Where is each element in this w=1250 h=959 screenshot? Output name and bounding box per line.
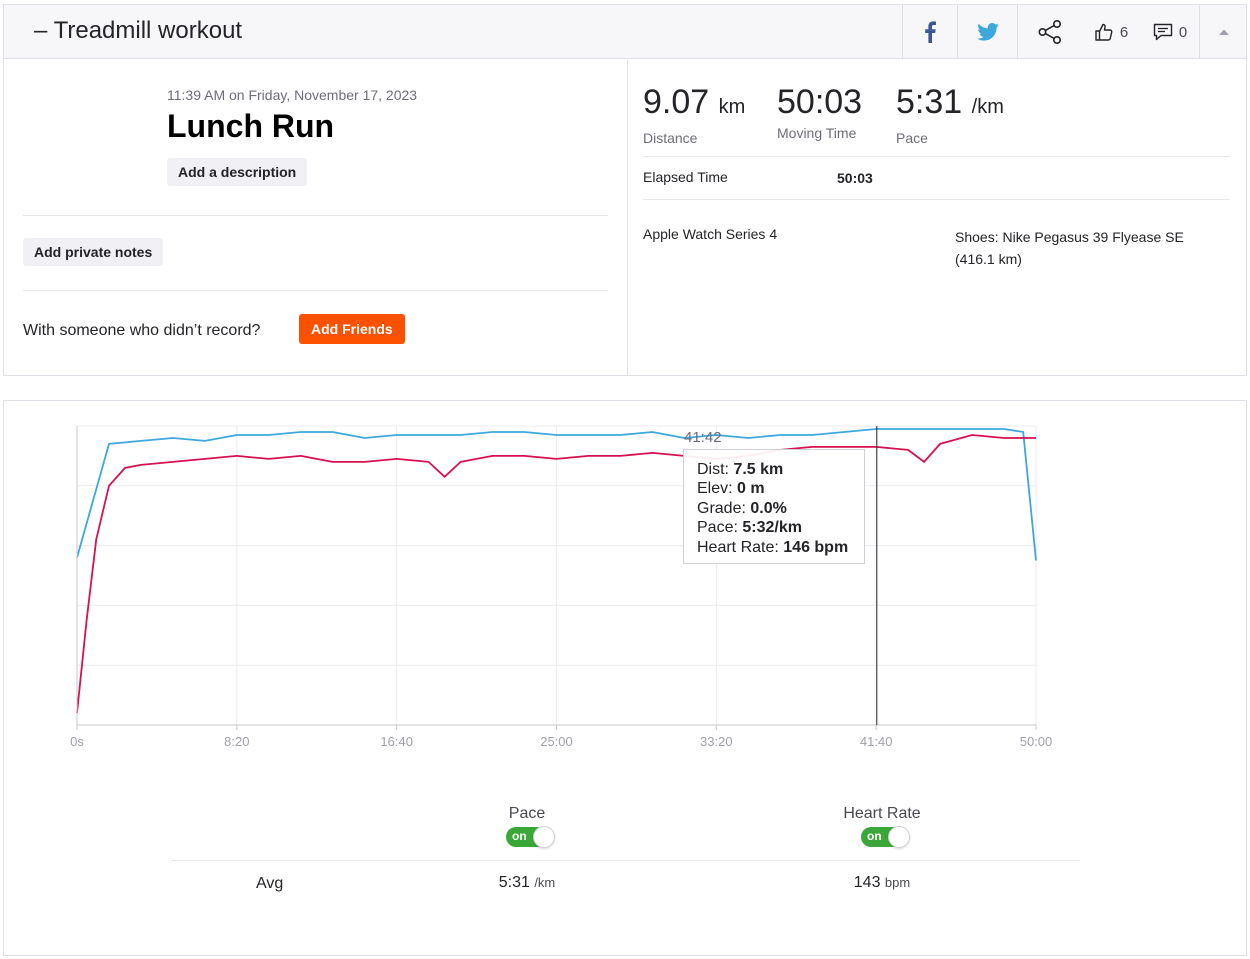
chart-axis: 0s 8:20 16:40 25:00 33:20 41:40 50:00 bbox=[70, 426, 1052, 749]
comments-count: 0 bbox=[1178, 23, 1188, 41]
pace-value: 5:31 bbox=[896, 83, 963, 121]
tooltip-elev: Elev: 0 m bbox=[697, 480, 765, 498]
pace-unit: /km bbox=[971, 96, 1004, 118]
comment-icon bbox=[1153, 23, 1173, 41]
tooltip-grade: Grade: 0.0% bbox=[697, 499, 787, 517]
avg-label: Avg bbox=[256, 875, 284, 892]
divider bbox=[172, 860, 1080, 861]
activity-header: – Treadmill workout 6 bbox=[4, 5, 1246, 59]
x-tick-label: 50:00 bbox=[1020, 734, 1053, 749]
divider bbox=[643, 199, 1230, 200]
avg-pace-value: 5:31 bbox=[498, 874, 530, 891]
kudos-button[interactable]: 6 bbox=[1081, 5, 1141, 59]
x-tick-label: 16:40 bbox=[380, 734, 413, 749]
moving-time-label: Moving Time bbox=[777, 125, 857, 141]
add-description-button[interactable]: Add a description bbox=[167, 158, 308, 186]
add-friends-button[interactable]: Add Friends bbox=[299, 314, 405, 344]
elapsed-time-value: 50:03 bbox=[837, 170, 873, 186]
facebook-share-button[interactable] bbox=[902, 5, 957, 59]
distance-unit: km bbox=[718, 96, 746, 118]
x-tick-label: 41:40 bbox=[860, 734, 893, 749]
x-tick-label: 25:00 bbox=[540, 734, 573, 749]
chart-tooltip: Dist: 7.5 km Elev: 0 m Grade: 0.0% Pace:… bbox=[683, 449, 865, 564]
pace-heart-rate-chart[interactable]: 0s 8:20 16:40 25:00 33:20 41:40 50:00 bbox=[4, 401, 1246, 955]
workout-title: – Treadmill workout bbox=[34, 17, 243, 44]
distance-stat: 9.07 km Distance bbox=[643, 82, 745, 146]
caret-up-icon bbox=[1218, 29, 1229, 35]
x-tick-label: 0s bbox=[70, 734, 84, 749]
activity-summary: 11:39 AM on Friday, November 17, 2023 Lu… bbox=[4, 60, 628, 376]
pace-series-line bbox=[76, 428, 1037, 561]
x-tick-label: 33:20 bbox=[700, 734, 733, 749]
collapse-button[interactable] bbox=[1199, 5, 1247, 59]
avg-pace-unit: /km bbox=[534, 875, 556, 890]
share-icon bbox=[1037, 19, 1061, 44]
facebook-icon bbox=[925, 21, 936, 43]
share-button[interactable] bbox=[1017, 5, 1081, 59]
analysis-chart-card: 0s 8:20 16:40 25:00 33:20 41:40 50:00 41:42 Di… bbox=[3, 400, 1247, 956]
comments-button[interactable]: 0 bbox=[1141, 5, 1199, 59]
activity-stats: 9.07 km Distance 50:03 Moving Time 5:31 … bbox=[629, 60, 1247, 376]
with-someone-text: With someone who didn’t record? bbox=[23, 322, 261, 339]
toggle-knob bbox=[533, 826, 555, 848]
divider bbox=[23, 215, 608, 216]
activity-datetime: 11:39 AM on Friday, November 17, 2023 bbox=[167, 87, 418, 103]
heart-rate-series-line bbox=[76, 434, 1036, 714]
avg-heart-rate-unit: bpm bbox=[884, 875, 911, 890]
toggle-knob bbox=[888, 826, 910, 848]
add-private-notes-button[interactable]: Add private notes bbox=[23, 238, 164, 266]
elapsed-time-label: Elapsed Time bbox=[643, 169, 728, 185]
pace-toggle-text: on bbox=[512, 829, 527, 843]
moving-time-value: 50:03 bbox=[777, 83, 863, 121]
pace-stat: 5:31 /km Pace bbox=[896, 82, 1004, 146]
device-name: Apple Watch Series 4 bbox=[643, 226, 778, 242]
tooltip-dist: Dist: 7.5 km bbox=[697, 461, 784, 478]
thumbs-up-icon bbox=[1095, 23, 1113, 41]
distance-value: 9.07 bbox=[643, 83, 710, 121]
twitter-share-button[interactable] bbox=[957, 5, 1017, 59]
x-tick-label: 8:20 bbox=[224, 734, 249, 749]
moving-time-stat: 50:03 Moving Time bbox=[777, 82, 862, 141]
avg-pace: 5:31 /km bbox=[447, 874, 607, 892]
tooltip-pace: Pace: 5:32/km bbox=[697, 519, 802, 537]
chart-grid bbox=[76, 425, 1037, 726]
tooltip-heart-rate: Heart Rate: 146 bpm bbox=[697, 538, 849, 556]
chart-series bbox=[76, 428, 1037, 714]
kudos-count: 6 bbox=[1119, 23, 1129, 41]
distance-label: Distance bbox=[643, 130, 698, 146]
activity-card: – Treadmill workout 6 bbox=[3, 4, 1247, 376]
tooltip-time: 41:42 bbox=[684, 429, 722, 446]
divider bbox=[23, 290, 608, 291]
heart-rate-legend-label: Heart Rate bbox=[843, 805, 921, 822]
pace-toggle[interactable]: on bbox=[506, 826, 555, 848]
shoes-info: Shoes: Nike Pegasus 39 Flyease SE (416.1… bbox=[955, 229, 1184, 267]
avg-heart-rate: 143 bpm bbox=[802, 874, 962, 892]
divider bbox=[643, 156, 1230, 157]
heart-rate-toggle[interactable]: on bbox=[861, 826, 910, 848]
pace-label: Pace bbox=[896, 130, 928, 146]
pace-legend-label: Pace bbox=[508, 805, 546, 822]
twitter-icon bbox=[976, 23, 999, 41]
avg-heart-rate-value: 143 bbox=[853, 874, 881, 891]
heart-rate-toggle-text: on bbox=[867, 829, 882, 843]
activity-name: Lunch Run bbox=[167, 108, 335, 144]
